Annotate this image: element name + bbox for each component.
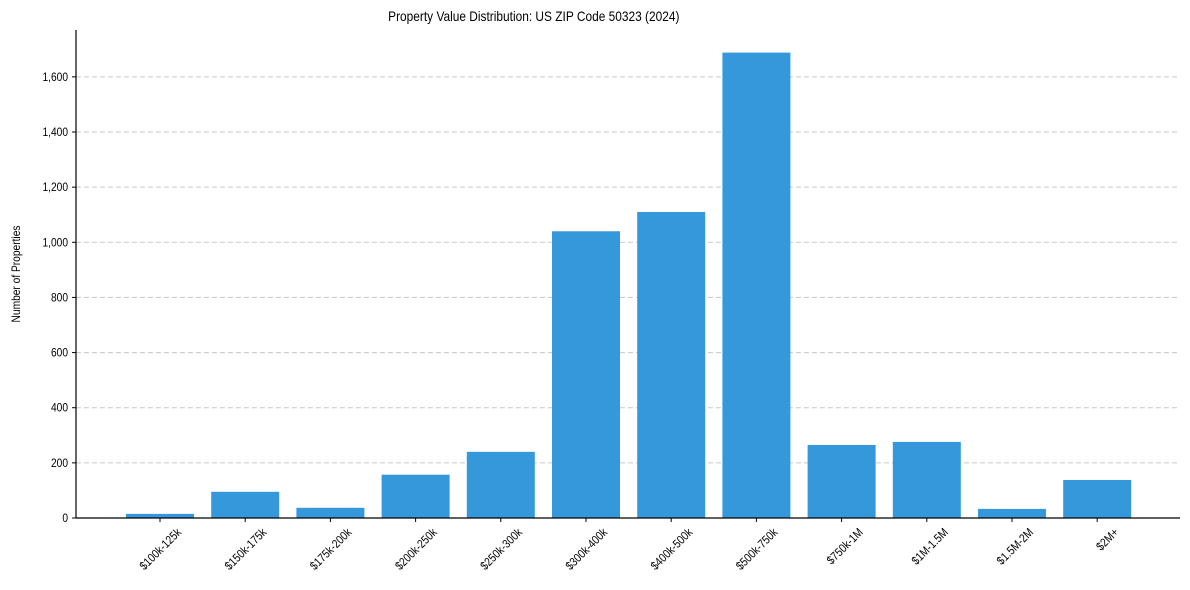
x-tick-label: $100k-125k xyxy=(137,526,184,573)
chart-title: Property Value Distribution: US ZIP Code… xyxy=(388,8,680,24)
y-tick-label: 1,600 xyxy=(42,71,68,84)
x-tick-label: $300k-400k xyxy=(563,526,610,573)
y-gridlines xyxy=(76,76,1180,464)
bar xyxy=(552,231,620,518)
bar xyxy=(807,444,876,518)
bar xyxy=(126,513,194,518)
bar xyxy=(1063,479,1132,518)
bars xyxy=(126,52,1132,518)
y-tick-label: 1,000 xyxy=(42,237,68,250)
x-tick-label: $400k-500k xyxy=(649,526,696,573)
x-tick-label: $2M+ xyxy=(1094,526,1121,553)
y-tick-label: 1,400 xyxy=(42,126,68,139)
x-tick-label: $750k-1M xyxy=(825,526,866,567)
y-axis-ticks: 0 200 400 600 800 1,000 1,200 1,400 1,600 xyxy=(42,71,76,525)
bar xyxy=(637,211,706,518)
y-tick-label: 0 xyxy=(62,512,68,525)
y-tick-label: 400 xyxy=(51,402,68,415)
x-tick-label: $250k-300k xyxy=(478,526,525,573)
axes xyxy=(75,30,1180,519)
x-tick-label: $500k-750k xyxy=(734,526,781,573)
x-axis-ticks: $100k-125k $150k-175k $175k-200k $200k-250k… xyxy=(137,518,1121,573)
x-tick-label: $175k-200k xyxy=(308,526,355,573)
x-tick-label: $1M-1.5M xyxy=(909,526,951,568)
bar xyxy=(211,491,280,518)
bar xyxy=(381,474,450,518)
x-tick-label: $150k-175k xyxy=(223,526,270,573)
x-tick-label: $1.5M-2M xyxy=(995,526,1037,568)
y-tick-label: 600 xyxy=(51,347,68,360)
y-tick-label: 800 xyxy=(51,292,68,305)
bar xyxy=(892,441,961,518)
y-tick-label: 200 xyxy=(51,457,68,470)
bar xyxy=(722,52,791,518)
x-tick-label: $200k-250k xyxy=(393,526,440,573)
bar xyxy=(978,508,1046,518)
bar xyxy=(466,451,535,518)
y-tick-label: 1,200 xyxy=(42,181,68,194)
bar xyxy=(296,507,365,518)
